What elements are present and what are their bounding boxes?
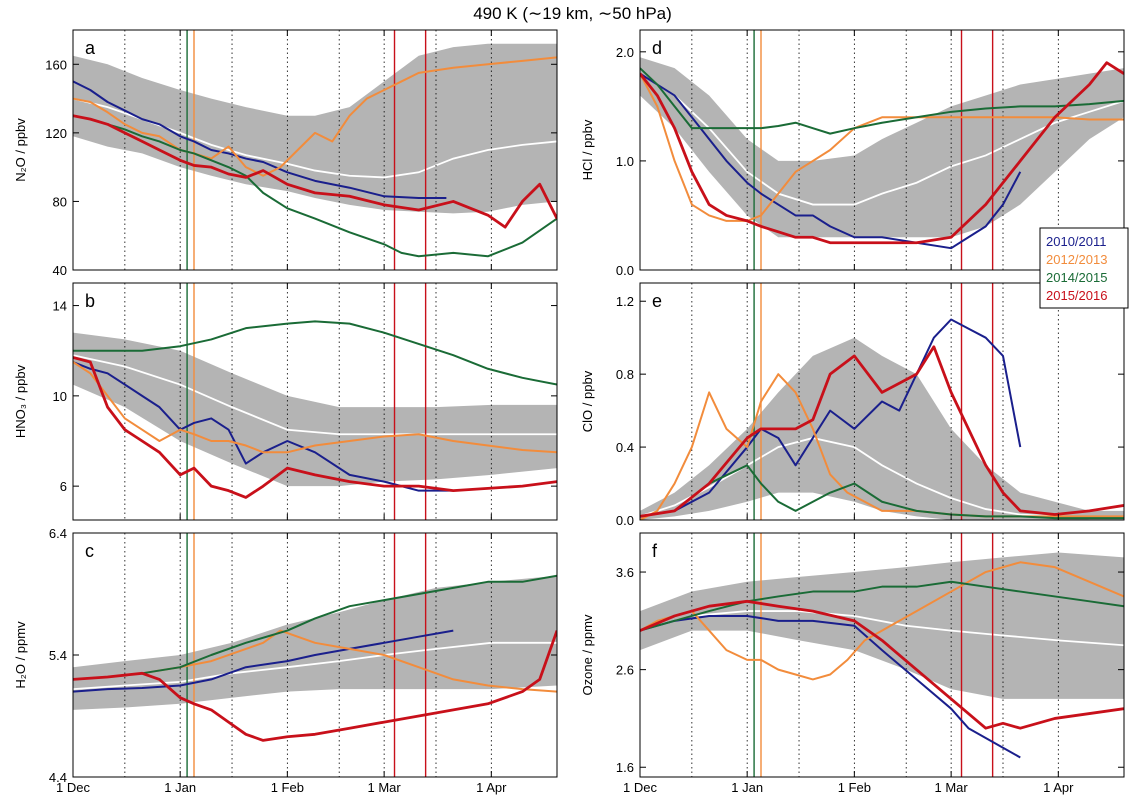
series-line-2015-2016 <box>73 114 557 229</box>
y-tick-label: 2.6 <box>616 663 634 678</box>
y-axis-label: Ozone / ppmv <box>580 614 595 695</box>
series-line-2014-2015 <box>73 574 557 681</box>
y-tick-label: 6 <box>60 479 67 494</box>
series-line-2015-2016 <box>73 630 557 742</box>
series-line-2014-2015 <box>640 464 1124 520</box>
panel-b: 6 10 14 b HNO₃ / ppbv <box>13 282 558 521</box>
y-tick-label: 4.4 <box>49 770 67 785</box>
panel-frame <box>639 29 1125 271</box>
x-tick-label: 1 Mar <box>935 780 969 795</box>
y-tick-label: 0.8 <box>616 367 634 382</box>
panel-e: 0.0 0.4 0.8 1.2 e ClO / ppbv <box>580 282 1125 528</box>
panel-c: 4.4 5.4 6.4 1 Dec 1 Jan 1 Feb 1 Mar 1 Apr c H₂O /… <box>13 526 558 795</box>
climatology-mean-line <box>640 610 1124 647</box>
climatology-mean-line <box>640 72 1124 206</box>
series-line-2010-2011 <box>640 72 1022 250</box>
series-line-2014-2015 <box>640 67 1124 135</box>
figure-title: 490 K (∼19 km, ∼50 hPa) <box>473 4 672 23</box>
panel-label: e <box>652 291 662 311</box>
legend-entry: 2010/2011 <box>1046 234 1107 249</box>
x-tick-label: 1 Apr <box>1043 780 1074 795</box>
series-line-2010-2011 <box>73 361 454 492</box>
panel-frame <box>639 282 1125 521</box>
y-tick-label: 40 <box>53 263 67 278</box>
y-tick-label: 10 <box>53 389 67 404</box>
y-axis-label: HNO₃ / ppbv <box>13 364 28 438</box>
x-tick-label: 1 Jan <box>731 780 763 795</box>
panel-frame <box>72 29 558 271</box>
climatology-mean-line <box>73 641 557 691</box>
series-line-2014-2015 <box>640 580 1124 632</box>
series-line-2015-2016 <box>640 61 1124 245</box>
panel-a: 40 80 120 160 a N₂O / ppbv <box>13 29 558 278</box>
y-tick-label: 160 <box>45 57 67 72</box>
climatology-mean-line <box>73 354 557 436</box>
legend-entry: 2015/2016 <box>1046 288 1107 303</box>
y-axis-label: ClO / ppbv <box>580 370 595 432</box>
series-line-2014-2015 <box>73 320 557 386</box>
panel-frame <box>639 532 1125 778</box>
climatology-envelope <box>640 57 1124 238</box>
x-tick-label: 1 Jan <box>164 780 196 795</box>
series-line-2010-2011 <box>73 629 454 693</box>
y-axis-label: H₂O / ppmv <box>13 621 28 689</box>
x-tick-label: 1 Dec <box>56 780 90 795</box>
series-line-2012-2013 <box>640 73 1124 222</box>
legend-entry: 2012/2013 <box>1046 252 1107 267</box>
series-line-2012-2013 <box>73 56 557 177</box>
series-line-2012-2013 <box>640 561 1124 681</box>
panel-f: 1.6 2.6 3.6 1 Dec 1 Jan 1 Feb 1 Mar 1 Apr f Ozone… <box>580 532 1125 795</box>
climatology-envelope <box>640 337 1124 520</box>
legend-entry: 2014/2015 <box>1046 270 1107 285</box>
y-tick-label: 2.0 <box>616 45 634 60</box>
y-tick-label: 120 <box>45 126 67 141</box>
y-tick-label: 1.0 <box>616 154 634 169</box>
legend: 2010/2011 2012/2013 2014/2015 2015/2016 <box>1039 227 1129 309</box>
y-tick-label: 0.4 <box>616 440 634 455</box>
y-tick-label: 0.0 <box>616 513 634 528</box>
panel-label: f <box>652 541 658 561</box>
y-tick-label: 1.2 <box>616 294 634 309</box>
climatology-envelope <box>640 552 1124 699</box>
panel-frame <box>72 282 558 521</box>
y-axis-label: N₂O / ppbv <box>13 118 28 182</box>
y-tick-label: 5.4 <box>49 648 67 663</box>
y-tick-label: 14 <box>53 299 67 314</box>
panel-label: b <box>85 291 95 311</box>
y-tick-label: 80 <box>53 194 67 209</box>
panel-label: a <box>85 38 96 58</box>
climatology-envelope <box>73 43 557 214</box>
series-line-2015-2016 <box>640 345 1124 518</box>
series-line-2015-2016 <box>73 356 557 499</box>
series-line-2014-2015 <box>73 114 557 258</box>
y-tick-label: 6.4 <box>49 526 67 541</box>
series-line-2012-2013 <box>73 361 557 454</box>
x-tick-label: 1 Mar <box>368 780 402 795</box>
panel-d: 0.0 1.0 2.0 d HCl / ppbv <box>580 29 1125 278</box>
x-tick-label: 1 Apr <box>476 780 507 795</box>
panel-label: d <box>652 38 662 58</box>
x-tick-label: 1 Feb <box>271 780 304 795</box>
panel-label: c <box>85 541 94 561</box>
x-tick-label: 1 Feb <box>838 780 871 795</box>
y-axis-label: HCl / ppbv <box>580 119 595 180</box>
series-line-2015-2016 <box>640 599 1124 730</box>
y-tick-label: 1.6 <box>616 760 634 775</box>
y-tick-label: 0.0 <box>616 263 634 278</box>
x-tick-label: 1 Dec <box>623 780 657 795</box>
climatology-envelope <box>73 332 557 487</box>
legend-box <box>1039 227 1129 309</box>
y-tick-label: 3.6 <box>616 565 634 580</box>
